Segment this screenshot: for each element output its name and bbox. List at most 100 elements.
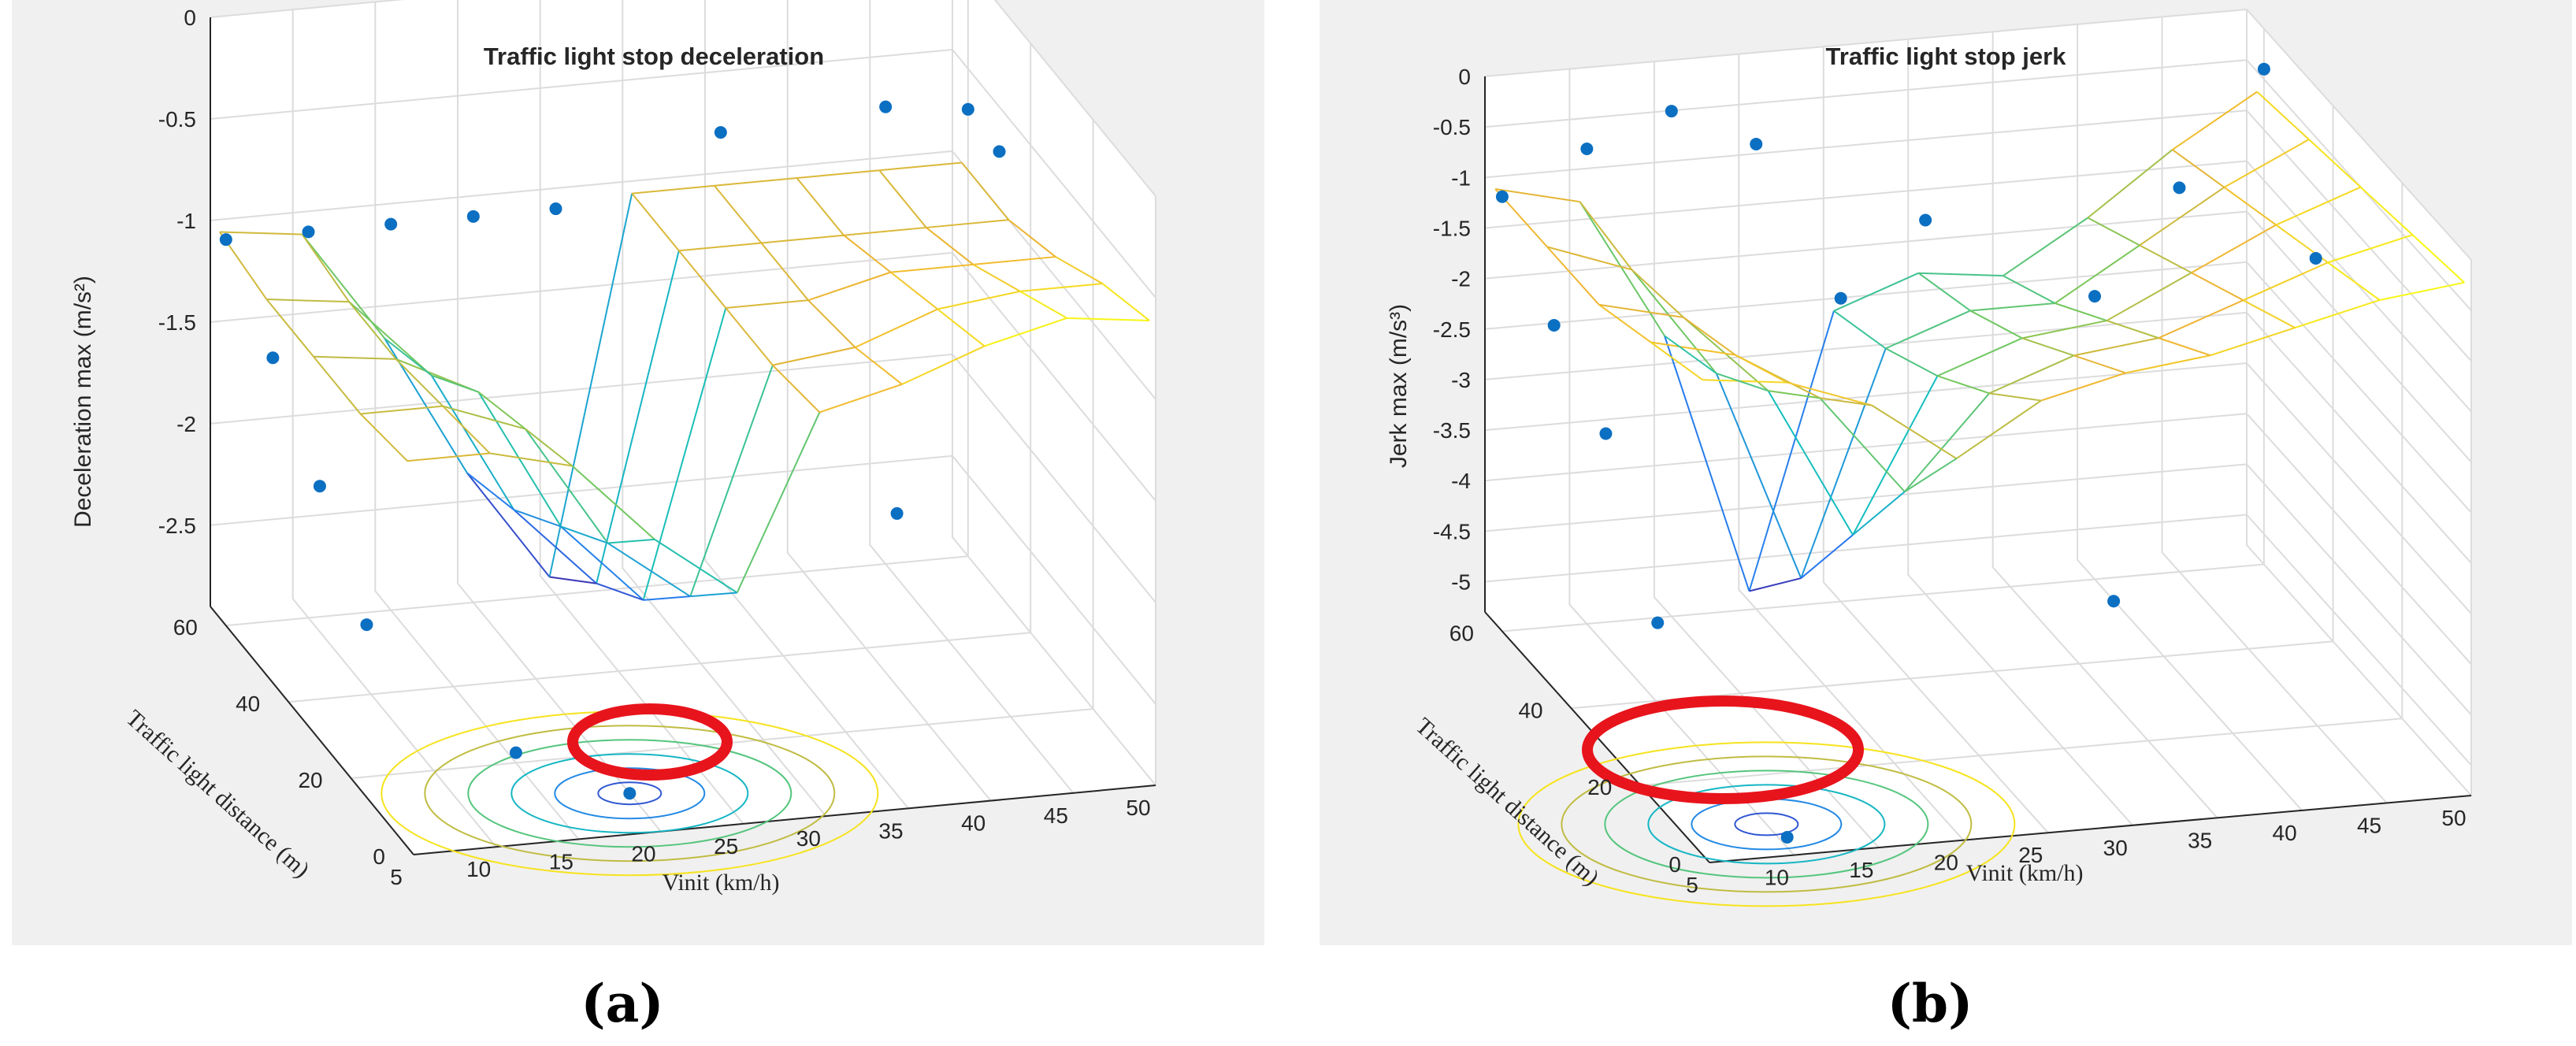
surface-mesh-line [972, 263, 1021, 292]
x-tick-label: 40 [961, 811, 985, 836]
surface-mesh-line [1820, 397, 1873, 406]
surface-mesh-line [313, 355, 396, 360]
x-tick-label: 20 [631, 842, 655, 866]
surface-mesh-line [2139, 244, 2192, 274]
contour-line [467, 739, 792, 848]
y-tick-label: 0 [373, 844, 385, 869]
surface-mesh-line [2139, 186, 2225, 247]
surface-mesh-line [1702, 379, 1787, 384]
surface-mesh-line [2256, 91, 2310, 140]
surface-mesh-line [961, 161, 1010, 221]
contour-line [1517, 741, 2016, 907]
surface-mesh-line [2379, 281, 2465, 301]
grid-line-z [1484, 261, 2472, 514]
surface-mesh-line [678, 242, 762, 252]
x-tick-label: 45 [2357, 813, 2381, 837]
grid-line-z [1484, 463, 2472, 716]
z-axis-label: Jerk max (m/s³) [1386, 304, 1412, 468]
data-point [993, 145, 1006, 158]
surface-mesh-line [631, 192, 680, 251]
surface-mesh-line [477, 391, 526, 430]
x-tick-label: 10 [1765, 866, 1789, 890]
surface-mesh-line [689, 365, 774, 597]
grid-line-y [1571, 106, 2334, 710]
surface-mesh-line [2360, 186, 2414, 236]
x-tick-label: 5 [1686, 873, 1698, 897]
grid-line-x [1907, 39, 2133, 826]
caption-a: (a) [581, 973, 664, 1034]
grid-line-z [210, 353, 1156, 603]
surface-mesh-line [2243, 299, 2296, 328]
surface-mesh-line [642, 307, 727, 601]
chart-title: Traffic light stop jerk [1826, 43, 2067, 70]
surface-mesh-line [2275, 186, 2362, 226]
surface-mesh-line [643, 595, 691, 601]
z-tick-label: -5 [1451, 570, 1471, 595]
surface-mesh-line [1989, 392, 2042, 402]
grid-line-z [1484, 59, 2472, 311]
grid-line-z [210, 0, 1156, 197]
surface-mesh-line [772, 364, 821, 414]
surface-mesh-line [560, 525, 644, 601]
grid-line-x [1653, 61, 1880, 848]
data-point [2107, 595, 2121, 608]
surface-mesh-line [926, 227, 974, 265]
surface-mesh-line [466, 472, 515, 511]
surface-mesh-line [313, 356, 362, 415]
data-point [1580, 142, 1594, 155]
surface-mesh-line [1546, 246, 1600, 306]
y-tick-label: 60 [1449, 621, 1474, 645]
z-tick-label: -3 [1451, 368, 1471, 392]
grid-line-y [288, 43, 1032, 703]
surface-mesh-line [1683, 317, 1736, 356]
surface-mesh-line [607, 538, 655, 544]
surface-mesh-line [844, 226, 926, 236]
y-tick-label: 20 [1587, 775, 1612, 799]
surface-mesh-line [2295, 299, 2381, 329]
z-tick-label: 0 [184, 6, 196, 30]
grid-line-z [210, 150, 1156, 400]
floor-plane [210, 537, 1156, 855]
surface-mesh-line [973, 256, 1056, 265]
surface-mesh-line [2158, 337, 2211, 357]
surface-mesh-line [1067, 317, 1150, 321]
x-axis-label: Vinit (km/h) [662, 870, 779, 896]
surface-mesh-line [2327, 262, 2381, 301]
x-tick-label: 35 [878, 818, 903, 843]
surface-mesh-line [265, 299, 314, 358]
data-point [1750, 137, 1763, 150]
surface-mesh-line [726, 299, 809, 309]
x-tick-label: 35 [2188, 828, 2212, 852]
surface-mesh-line [2054, 302, 2107, 322]
z-tick-label: 0 [1458, 65, 1471, 89]
surface-mesh-line [1937, 337, 2023, 377]
surface-mesh-line [2106, 320, 2159, 339]
grid-line-x [704, 0, 909, 809]
surface-mesh-line [2073, 354, 2126, 374]
surface-mesh-line [807, 271, 891, 302]
surface-mesh-line [1598, 303, 1684, 318]
data-point [1599, 427, 1613, 440]
data-point [2309, 251, 2322, 265]
z-tick-label: -2.5 [158, 514, 196, 538]
data-point [509, 746, 522, 759]
surface-mesh-line [2191, 272, 2244, 302]
surface-mesh-line [772, 347, 856, 366]
surface-mesh-line [2210, 327, 2296, 357]
data-point [313, 480, 326, 493]
surface-mesh-line [1904, 458, 1958, 493]
y-tick-label: 40 [236, 692, 260, 716]
surface-mesh-line [1833, 272, 1919, 312]
surface-mesh-line [2040, 372, 2126, 402]
surface-mesh-line [854, 347, 903, 385]
contour-line [597, 781, 663, 806]
data-point [549, 202, 562, 216]
surface-mesh-line [2191, 224, 2277, 274]
surface-mesh-line [632, 184, 715, 195]
grid-line-z [1484, 160, 2472, 413]
surface-mesh-line [2125, 354, 2211, 374]
surface-mesh-line [855, 308, 938, 348]
highlight-ellipse-b [1582, 695, 1864, 804]
surface-mesh-line [2172, 91, 2258, 150]
data-point [1547, 318, 1561, 332]
